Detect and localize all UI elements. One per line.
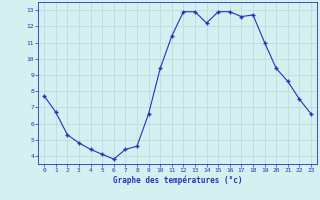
X-axis label: Graphe des températures (°c): Graphe des températures (°c) — [113, 176, 242, 185]
